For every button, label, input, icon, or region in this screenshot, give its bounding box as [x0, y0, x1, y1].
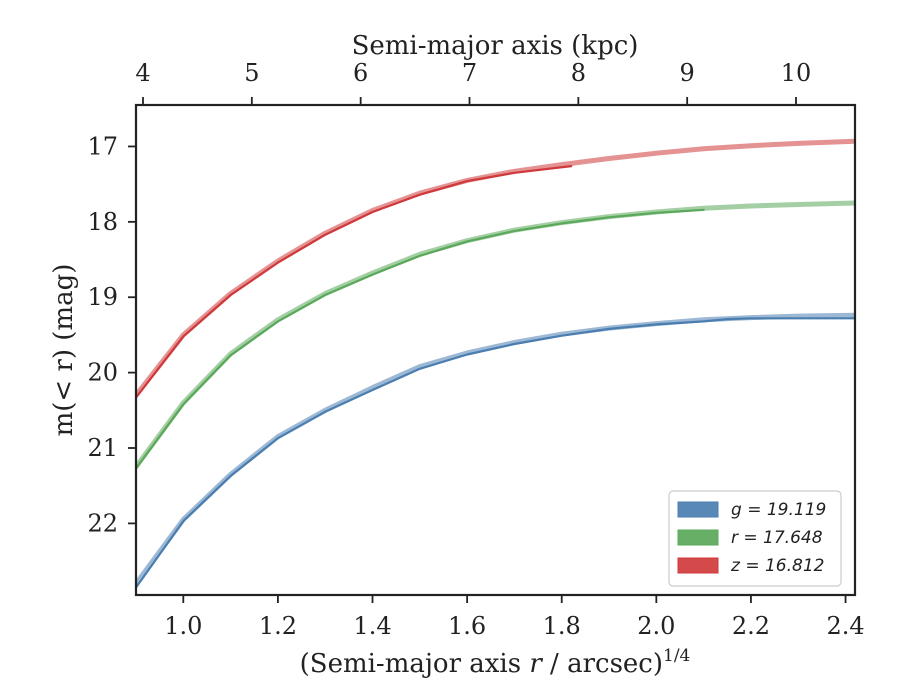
series-z-profile-line — [136, 165, 573, 399]
plot-frame — [134, 103, 857, 597]
y-tick-label: 17 — [87, 132, 118, 160]
legend-swatch-z — [677, 557, 719, 574]
top-tick-label: 7 — [462, 59, 477, 87]
series-g-profile-line — [136, 317, 855, 589]
legend-label-z: z = 16.812 — [730, 556, 824, 576]
x-tick-label: 1.0 — [164, 612, 202, 640]
legend: g = 19.119 r = 17.648 z = 16.812 — [668, 490, 842, 587]
legend-label-g: g = 19.119 — [731, 500, 826, 520]
y-tick-label: 18 — [87, 208, 118, 236]
series-z-model-band — [136, 138, 855, 398]
legend-swatch-r — [677, 529, 719, 546]
x-tick-label: 2.2 — [732, 612, 770, 640]
x-tick-label: 1.8 — [543, 612, 581, 640]
series-layer — [136, 138, 855, 589]
y-tick-label: 20 — [87, 359, 118, 387]
top-tick-label: 9 — [680, 59, 695, 87]
axes-layer — [128, 97, 857, 603]
top-tick-label: 6 — [353, 59, 368, 87]
series-r-model-band — [136, 200, 855, 470]
top-axis-title: Semi-major axis (kpc) — [352, 31, 639, 61]
top-tick-label: 4 — [135, 59, 150, 87]
top-tick-label: 5 — [244, 59, 259, 87]
x-tick-label: 1.2 — [259, 612, 297, 640]
y-axis-title: m(< r) (mag) — [49, 264, 79, 437]
x-tick-label: 2.4 — [826, 612, 864, 640]
series-r-profile-line — [136, 208, 705, 470]
top-tick-label: 8 — [571, 59, 586, 87]
x-tick-label: 1.4 — [353, 612, 391, 640]
legend-label-r: r = 17.648 — [731, 528, 823, 548]
y-tick-label: 21 — [87, 434, 118, 462]
bottom-axis-title: (Semi-major axis r / arcsec)1/4 — [300, 646, 691, 679]
x-tick-label: 2.0 — [637, 612, 675, 640]
x-tick-label: 1.6 — [448, 612, 486, 640]
y-tick-label: 22 — [87, 509, 118, 537]
top-tick-label: 10 — [781, 59, 812, 87]
y-tick-label: 19 — [87, 283, 118, 311]
labels-layer: 1.0 1.2 1.4 1.6 1.8 2.0 2.2 2.4 17 18 19 20 21 22 4 5 6 7… — [49, 31, 865, 679]
legend-swatch-g — [677, 501, 719, 518]
